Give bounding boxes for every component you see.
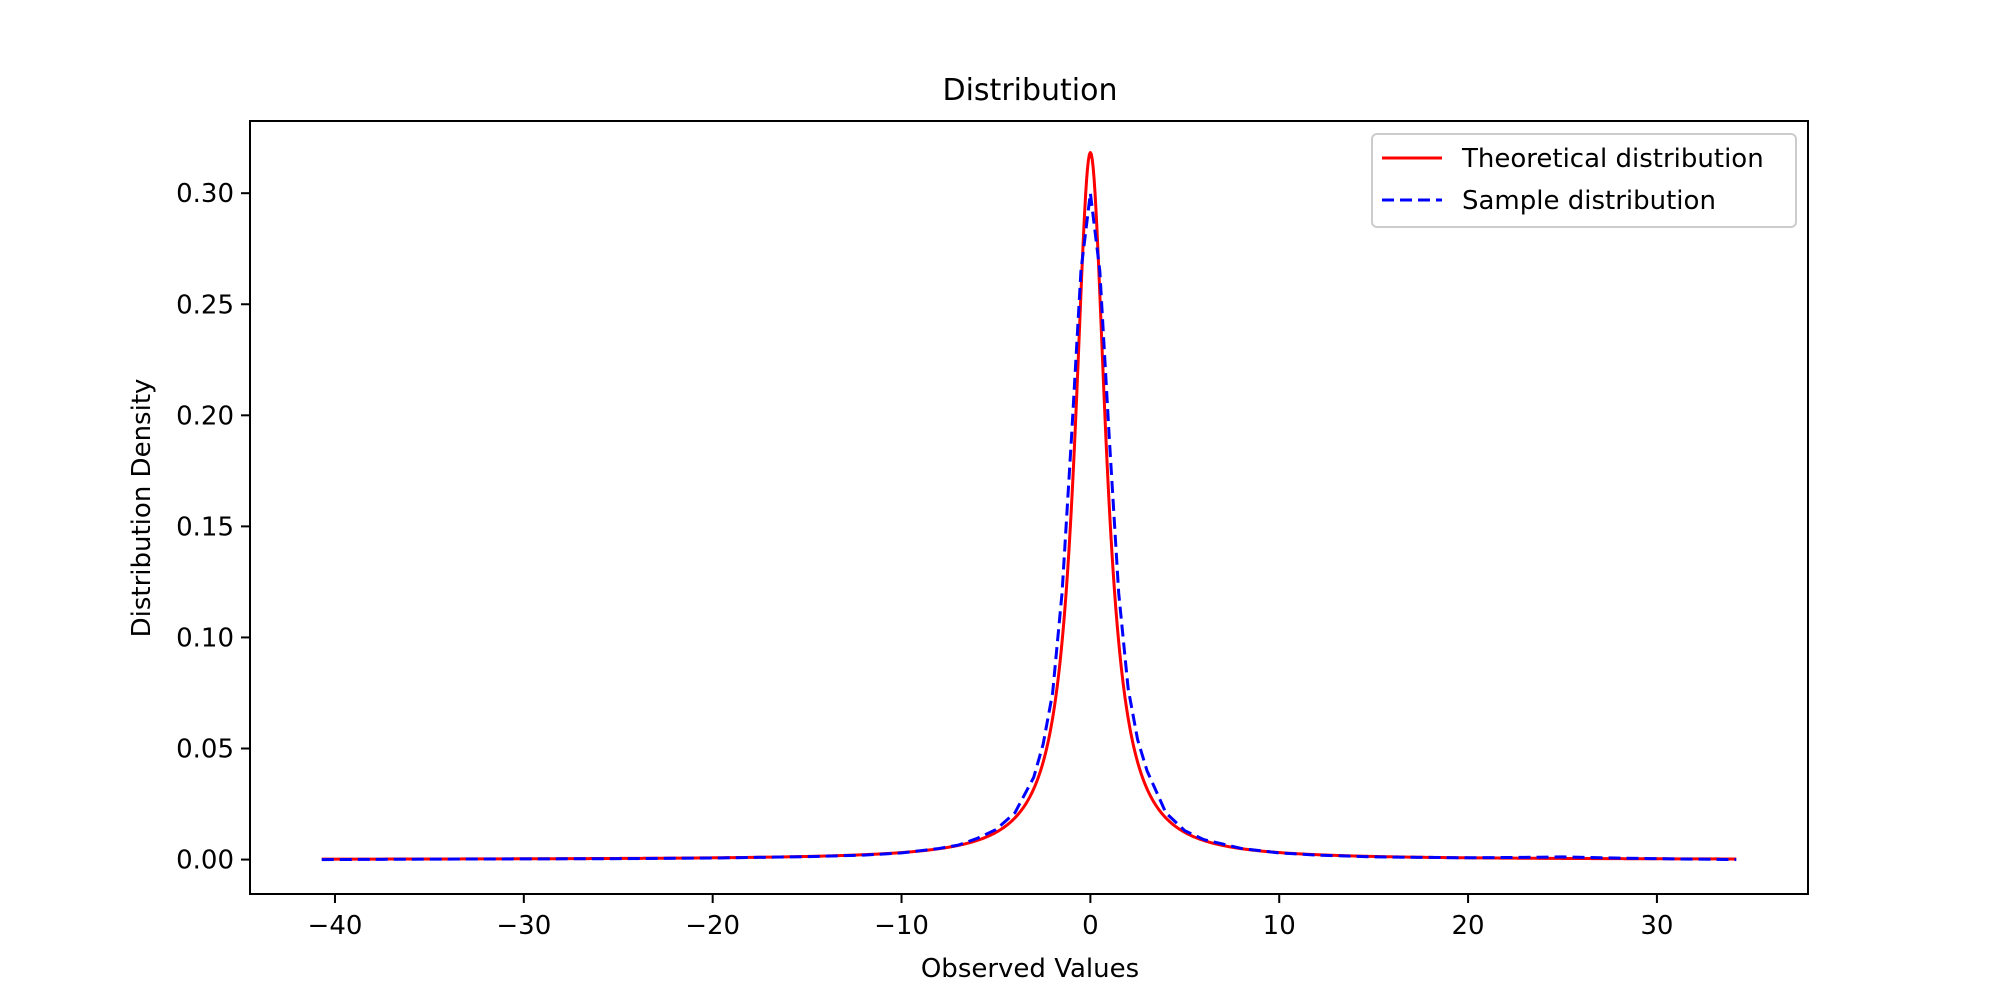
legend-box (1371, 133, 1797, 228)
y-tick-label: 0.15 (176, 512, 234, 542)
x-axis: −40 −30 −20 −10 0 10 20 30 (308, 894, 1673, 941)
x-tick-label: 30 (1640, 911, 1673, 941)
legend-sample-label: Sample distribution (1462, 186, 1716, 216)
x-tick-label: −10 (874, 911, 929, 941)
legend-theoretical-label: Theoretical distribution (1461, 144, 1764, 174)
y-tick-label: 0.00 (176, 846, 234, 876)
x-axis-label: Observed Values (921, 954, 1139, 984)
x-tick-label: 0 (1082, 911, 1099, 941)
sample-distribution-line (321, 191, 1737, 862)
x-tick-label: −20 (685, 911, 740, 941)
chart-title: Distribution (942, 73, 1117, 108)
y-tick-label: 0.20 (176, 401, 234, 431)
y-axis: 0.00 0.05 0.10 0.15 0.20 0.25 0.30 (176, 179, 250, 876)
y-tick-label: 0.30 (176, 179, 234, 209)
legend: Theoretical distribution Sample distribu… (1371, 133, 1797, 228)
y-tick-label: 0.25 (176, 290, 234, 320)
plot-area (249, 120, 1809, 895)
x-tick-label: 20 (1452, 911, 1485, 941)
y-tick-label: 0.10 (176, 623, 234, 653)
y-tick-label: 0.05 (176, 735, 234, 765)
series-layer (321, 151, 1737, 862)
x-tick-label: 10 (1263, 911, 1296, 941)
plot-frame (249, 120, 1809, 895)
x-tick-label: −30 (496, 911, 551, 941)
y-axis-label: Distribution Density (127, 379, 157, 638)
x-tick-label: −40 (308, 911, 363, 941)
